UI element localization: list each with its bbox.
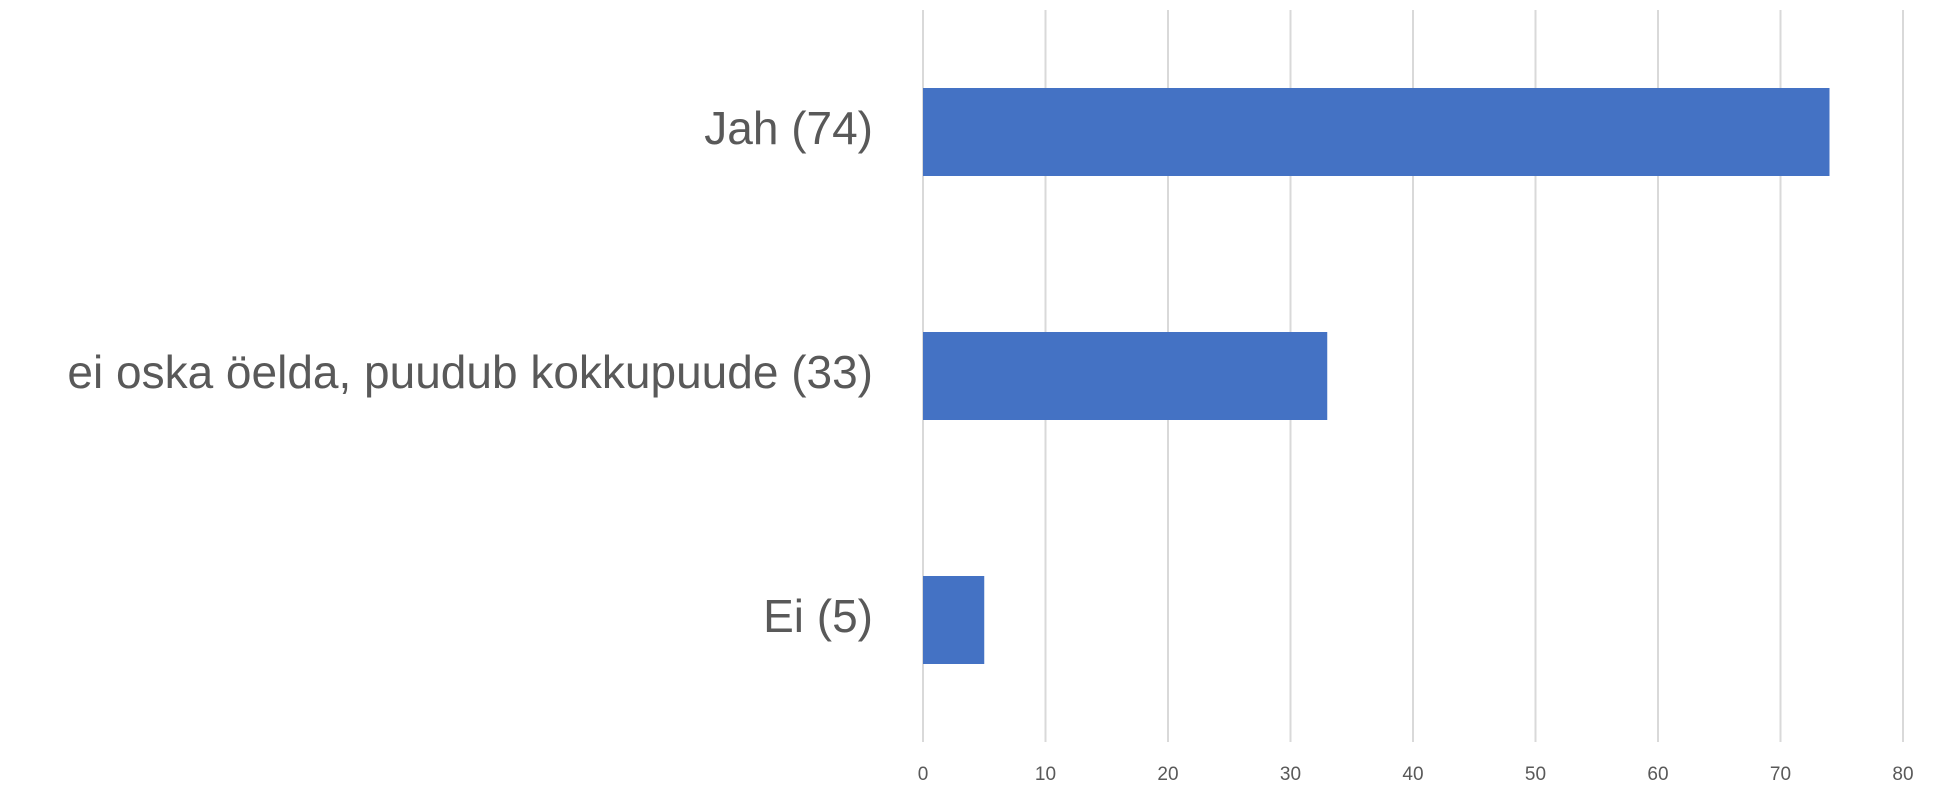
x-tick-label: 50	[1525, 764, 1546, 785]
x-tick-label: 10	[1035, 764, 1056, 785]
bar	[923, 88, 1830, 176]
x-tick-label: 60	[1647, 764, 1668, 785]
x-tick-label: 80	[1892, 764, 1913, 785]
bar	[923, 576, 985, 664]
x-tick-label: 40	[1402, 764, 1423, 785]
y-tick-label: ei oska öelda, puudub kokkupuude (33)	[67, 346, 873, 398]
y-tick-label: Ei (5)	[763, 590, 873, 642]
bar	[923, 332, 1328, 420]
x-tick-label: 70	[1770, 764, 1791, 785]
x-tick-label: 30	[1280, 764, 1301, 785]
x-tick-label: 20	[1157, 764, 1178, 785]
y-tick-label: Jah (74)	[704, 102, 873, 154]
x-tick-label: 0	[918, 764, 929, 785]
